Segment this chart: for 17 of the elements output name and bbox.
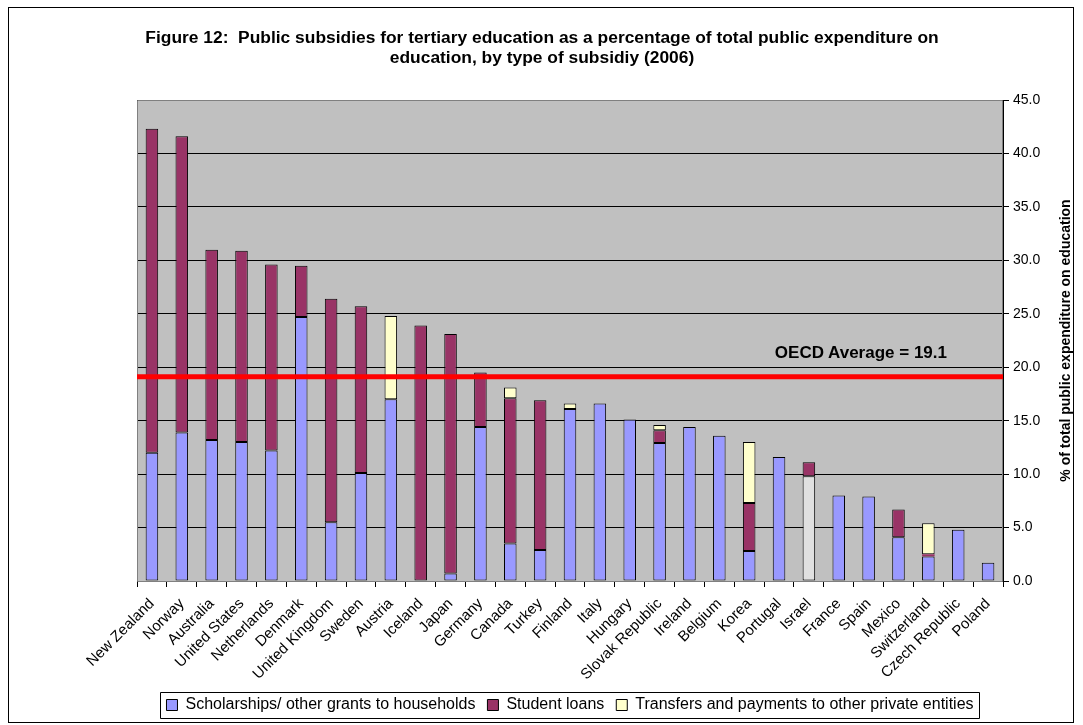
y-tick-label: 5.0 <box>1013 518 1033 535</box>
y-tick-label: 0.0 <box>1013 571 1033 588</box>
y-tick-label: 40.0 <box>1013 144 1041 161</box>
y-tick-label: 25.0 <box>1013 304 1041 321</box>
y-tick-label: 35.0 <box>1013 197 1041 214</box>
y-tick-label: 45.0 <box>1013 90 1041 107</box>
legend-label: Student loans <box>506 695 605 713</box>
y-tick-label: 30.0 <box>1013 251 1041 268</box>
legend-label: Scholarships/ other grants to households <box>185 695 476 713</box>
legend-label: Transfers and payments to other private entities <box>635 695 974 713</box>
y-axis-title: % of total public expenditure on education <box>1056 199 1073 482</box>
chart-title: Figure 12: Public subsidies for tertiary education as a percentage of total public expenditure on education, by type of subsidiy (2006) <box>144 27 940 67</box>
y-tick-label: 15.0 <box>1013 411 1041 428</box>
ref-line-label: OECD Average = 19.1 <box>774 343 947 363</box>
y-tick-label: 20.0 <box>1013 358 1041 375</box>
y-tick-label: 10.0 <box>1013 464 1041 481</box>
bar <box>922 554 935 557</box>
